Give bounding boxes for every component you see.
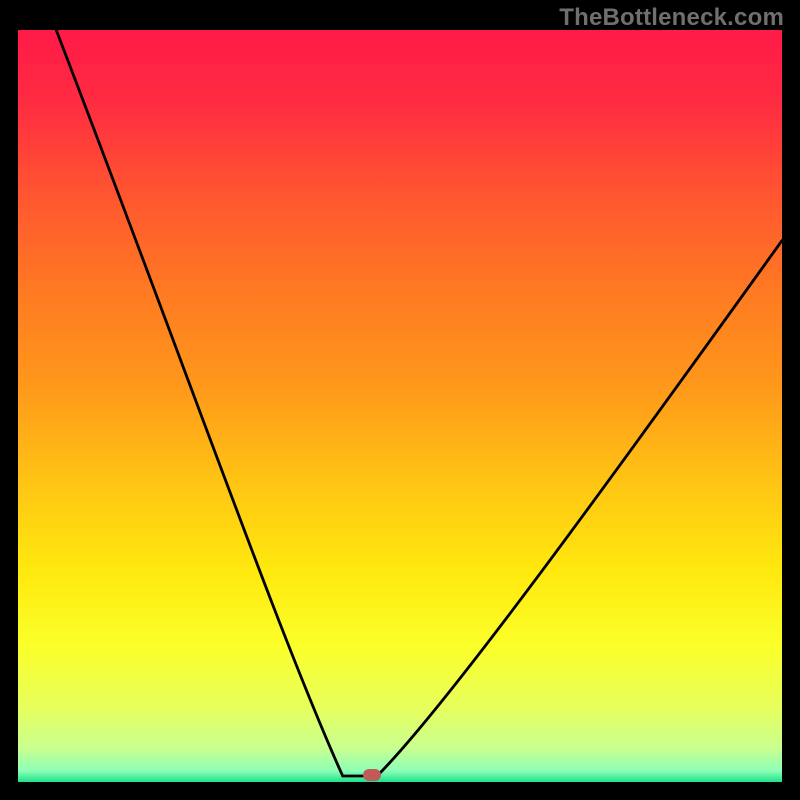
optimum-marker (363, 769, 381, 781)
bottleneck-curve (18, 30, 782, 782)
curve-path (56, 30, 782, 776)
chart-frame: TheBottleneck.com (0, 0, 800, 800)
watermark-text: TheBottleneck.com (559, 4, 784, 32)
plot-area (18, 30, 782, 782)
